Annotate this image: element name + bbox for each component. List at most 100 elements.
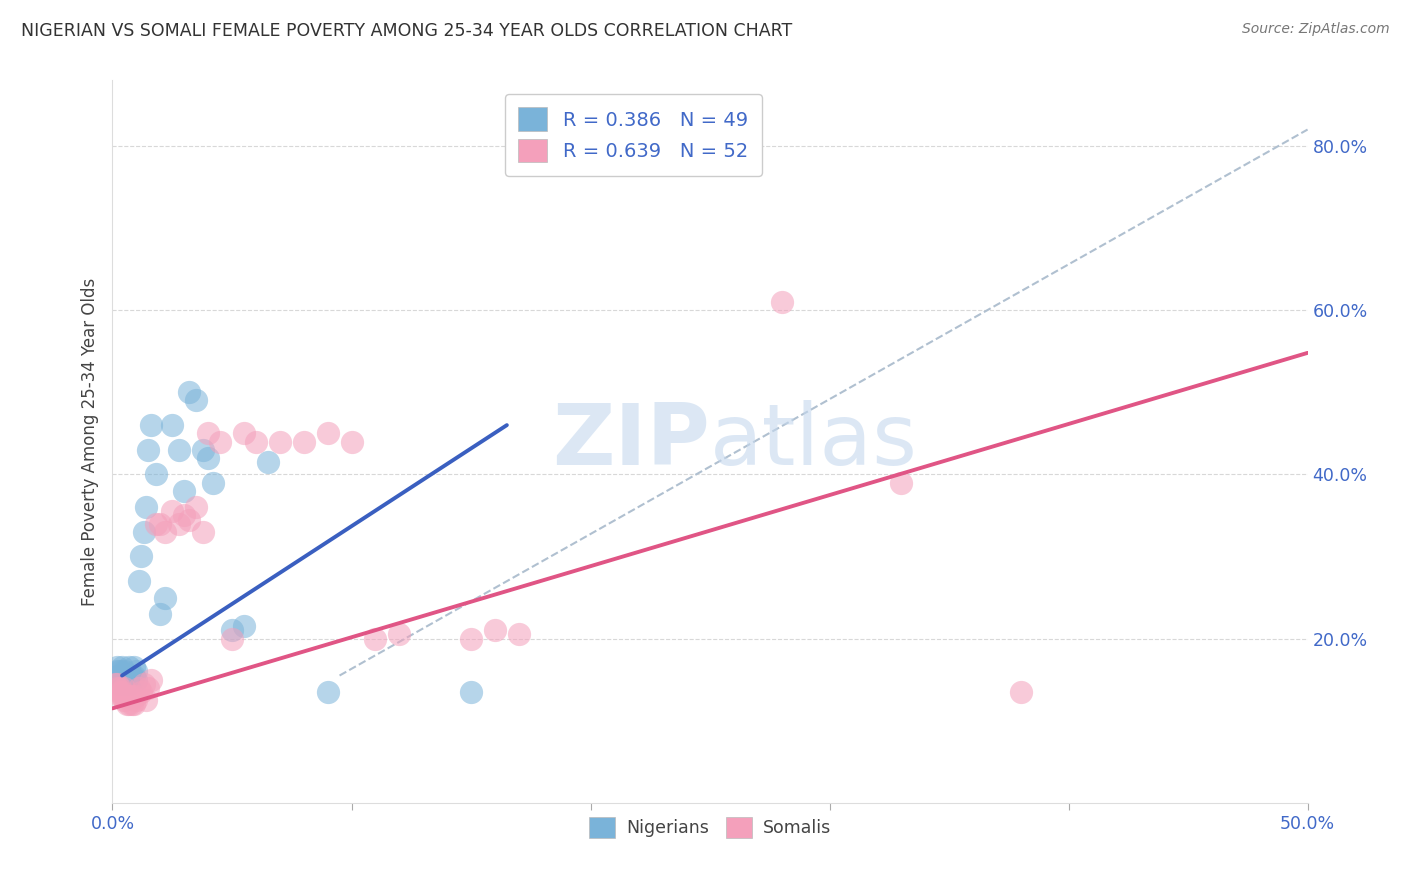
Point [115, 677, 138, 691]
Point [316, 426, 339, 441]
Point [153, 591, 176, 605]
Point [169, 442, 191, 457]
Point [105, 665, 128, 679]
Point [105, 668, 128, 682]
Point [145, 516, 167, 531]
Text: NIGERIAN VS SOMALI FEMALE POVERTY AMONG 25-34 YEAR OLDS CORRELATION CHART: NIGERIAN VS SOMALI FEMALE POVERTY AMONG … [21, 22, 793, 40]
Point [135, 693, 157, 707]
Legend: Nigerians, Somalis: Nigerians, Somalis [582, 810, 838, 845]
Point [340, 434, 363, 449]
Point [108, 668, 131, 682]
Point [132, 524, 155, 539]
Point [121, 673, 143, 687]
Point [105, 660, 128, 674]
Point [111, 689, 134, 703]
Point [115, 668, 138, 682]
Point [122, 698, 145, 712]
Point [104, 677, 127, 691]
Point [118, 698, 141, 712]
Point [121, 668, 143, 682]
Point [162, 418, 183, 433]
Point [209, 434, 232, 449]
Point [233, 619, 256, 633]
Point [221, 624, 243, 638]
Point [114, 673, 135, 687]
Point [122, 668, 145, 682]
Point [138, 681, 160, 695]
Point [111, 677, 134, 691]
Point [108, 681, 131, 695]
Point [233, 426, 256, 441]
Point [121, 689, 143, 703]
Point [108, 673, 131, 687]
Point [118, 677, 141, 691]
Point [149, 516, 172, 531]
Point [257, 455, 280, 469]
Point [125, 689, 148, 703]
Point [125, 665, 148, 679]
Point [193, 442, 215, 457]
Point [149, 607, 172, 621]
Point [269, 434, 291, 449]
Point [177, 385, 200, 400]
Point [115, 689, 138, 703]
Point [201, 475, 224, 490]
Point [129, 549, 152, 564]
Point [139, 418, 162, 433]
Point [162, 504, 183, 518]
Point [122, 660, 145, 674]
Point [508, 627, 530, 641]
Point [197, 450, 219, 465]
Point [114, 665, 135, 679]
Point [111, 673, 134, 687]
Text: ZIP: ZIP [553, 400, 710, 483]
Point [128, 681, 150, 695]
Point [114, 677, 135, 691]
Point [105, 677, 128, 691]
Point [1010, 685, 1032, 699]
Point [125, 673, 148, 687]
Point [108, 685, 131, 699]
Point [118, 689, 141, 703]
Point [111, 685, 134, 699]
Point [129, 685, 152, 699]
Point [245, 434, 267, 449]
Point [114, 681, 135, 695]
Point [135, 500, 157, 515]
Point [115, 698, 138, 712]
Point [186, 393, 208, 408]
Point [388, 627, 411, 641]
Point [139, 673, 162, 687]
Point [193, 524, 215, 539]
Point [364, 632, 387, 646]
Text: Source: ZipAtlas.com: Source: ZipAtlas.com [1241, 22, 1389, 37]
Y-axis label: Female Poverty Among 25-34 Year Olds: Female Poverty Among 25-34 Year Olds [80, 277, 98, 606]
Point [145, 467, 167, 482]
Text: atlas: atlas [710, 400, 918, 483]
Point [138, 442, 160, 457]
Point [111, 668, 134, 682]
Point [460, 632, 482, 646]
Point [108, 677, 131, 691]
Point [186, 500, 208, 515]
Point [108, 665, 131, 679]
Point [125, 693, 148, 707]
Point [890, 475, 912, 490]
Point [114, 668, 135, 682]
Point [173, 483, 195, 498]
Point [460, 685, 482, 699]
Point [484, 624, 506, 638]
Point [177, 512, 200, 526]
Point [111, 660, 134, 674]
Point [128, 574, 150, 588]
Point [118, 673, 141, 687]
Point [316, 685, 339, 699]
Point [105, 681, 128, 695]
Point [108, 689, 131, 703]
Point [132, 677, 155, 691]
Point [114, 693, 135, 707]
Point [118, 660, 141, 674]
Point [115, 673, 138, 687]
Point [169, 516, 191, 531]
Point [221, 632, 243, 646]
